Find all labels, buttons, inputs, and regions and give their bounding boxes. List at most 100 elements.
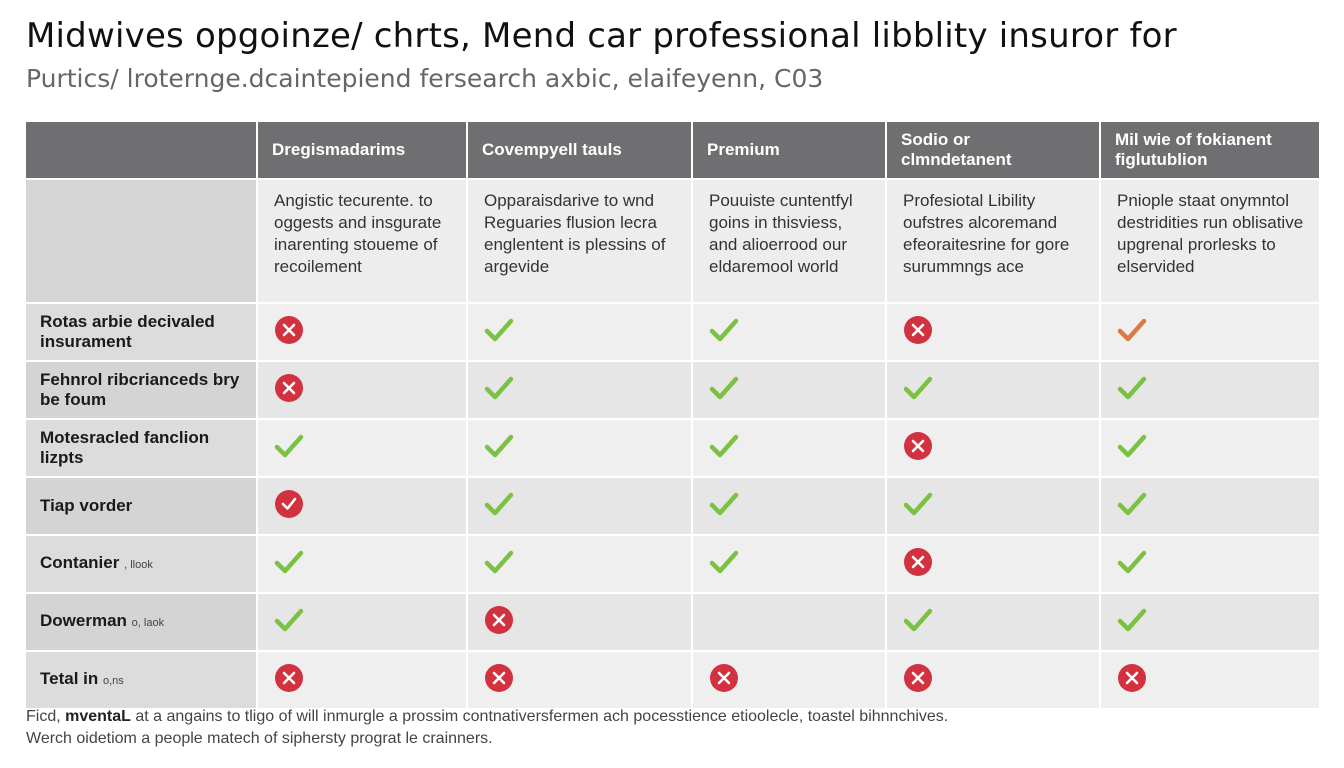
description-row-label <box>26 179 258 304</box>
cross-circle-icon <box>903 315 933 350</box>
column-header: Mil wie of fokianent figlutublion <box>1100 122 1321 180</box>
table-cell <box>692 303 887 362</box>
table-cell <box>257 535 468 594</box>
cross-circle-icon <box>903 663 933 698</box>
table-cell <box>692 651 887 710</box>
check-icon <box>274 433 304 464</box>
column-header: Premium <box>692 122 887 180</box>
check-icon <box>903 607 933 638</box>
table-row: Contanier , llook <box>26 535 1321 594</box>
table-cell <box>1100 593 1321 652</box>
cross-circle-icon <box>484 663 514 698</box>
footnote-line1: at a angains to tligo of will inmurgle a… <box>135 708 949 725</box>
check-circle-icon <box>274 489 304 524</box>
check-icon <box>903 375 933 406</box>
check-icon <box>1117 433 1147 464</box>
table-row: Motesracled fanclion lizpts <box>26 419 1321 478</box>
check-icon <box>709 317 739 348</box>
row-label-subtext: o, laok <box>131 617 165 629</box>
column-description: Pouuiste cuntentfyl goins in thisviess, … <box>692 179 887 304</box>
footnote-lead: Ficd, <box>26 708 61 725</box>
check-icon <box>1117 549 1147 580</box>
footnote-line2: Werch oidetiom a people matech of sipher… <box>26 730 493 747</box>
check-icon <box>709 375 739 406</box>
check-icon <box>484 549 514 580</box>
check-icon <box>484 433 514 464</box>
cross-circle-icon <box>274 315 304 350</box>
table-cell <box>886 593 1101 652</box>
check-icon <box>709 491 739 522</box>
row-label-subtext: o,ns <box>102 675 124 687</box>
table-cell <box>886 477 1101 536</box>
cross-circle-icon <box>709 663 739 698</box>
row-label: Rotas arbie decivaled insurament <box>26 303 258 362</box>
row-label-text: Contanier <box>40 553 120 572</box>
check-icon <box>274 549 304 580</box>
check-icon <box>903 491 933 522</box>
row-label-text: Dowerman <box>40 611 127 630</box>
check-icon <box>709 549 739 580</box>
comparison-table: Dregismadarims Covempyell tauls Premium … <box>26 122 1321 710</box>
table-row: Tiap vorder <box>26 477 1321 536</box>
column-header: Dregismadarims <box>257 122 468 180</box>
description-row: Angistic tecurente. to oggests and insgu… <box>26 179 1321 304</box>
table-cell <box>257 593 468 652</box>
column-header: Sodio or clmndetanent <box>886 122 1101 180</box>
table-cell <box>1100 361 1321 420</box>
table-cell <box>692 593 887 652</box>
column-description: Opparaisdarive to wnd Reguaries flusion … <box>467 179 693 304</box>
table-cell <box>692 419 887 478</box>
row-label-text: Rotas arbie decivaled insurament <box>40 312 215 351</box>
table-cell <box>467 593 693 652</box>
cross-circle-icon <box>1117 663 1147 698</box>
check-icon <box>484 375 514 406</box>
table-cell <box>467 303 693 362</box>
check-icon <box>274 607 304 638</box>
cross-circle-icon <box>274 663 304 698</box>
check-icon <box>1117 607 1147 638</box>
column-header-corner <box>26 122 258 180</box>
column-description: Angistic tecurente. to oggests and insgu… <box>257 179 468 304</box>
column-header: Covempyell tauls <box>467 122 693 180</box>
cross-circle-icon <box>903 547 933 582</box>
table-row: Tetal in o,ns <box>26 651 1321 710</box>
table-row: Rotas arbie decivaled insurament <box>26 303 1321 362</box>
row-label: Motesracled fanclion lizpts <box>26 419 258 478</box>
check-icon <box>1117 491 1147 522</box>
table-cell <box>692 477 887 536</box>
row-label: Tiap vorder <box>26 477 258 536</box>
cross-circle-icon <box>274 373 304 408</box>
row-label: Contanier , llook <box>26 535 258 594</box>
check-icon <box>484 491 514 522</box>
cross-circle-icon <box>484 605 514 640</box>
table-cell <box>1100 477 1321 536</box>
table-cell <box>467 477 693 536</box>
table-cell <box>257 651 468 710</box>
column-description: Profesiotal Libility oufstres alcoremand… <box>886 179 1101 304</box>
table-cell <box>1100 419 1321 478</box>
row-label-text: Tetal in <box>40 669 99 688</box>
check-orange-icon <box>1117 317 1147 348</box>
table-row: Fehnrol ribcrianceds bry be foum <box>26 361 1321 420</box>
row-label-text: Tiap vorder <box>40 496 133 515</box>
row-label-text: Motesracled fanclion lizpts <box>40 428 210 467</box>
table-cell <box>1100 651 1321 710</box>
table-cell <box>886 651 1101 710</box>
row-label: Fehnrol ribcrianceds bry be foum <box>26 361 258 420</box>
footnote-bold: mventaL <box>65 708 131 725</box>
column-description: Pniople staat onymntol destridities run … <box>1100 179 1321 304</box>
table-cell <box>886 535 1101 594</box>
cross-circle-icon <box>903 431 933 466</box>
table-cell <box>1100 535 1321 594</box>
row-label: Tetal in o,ns <box>26 651 258 710</box>
table-cell <box>1100 303 1321 362</box>
table-cell <box>257 303 468 362</box>
table-cell <box>467 361 693 420</box>
row-label-subtext: , llook <box>124 559 153 571</box>
footnote: Ficd, mventaL at a angains to tligo of w… <box>26 706 948 750</box>
page-title: Midwives opgoinze/ chrts, Mend car profe… <box>26 16 1177 56</box>
table-row: Dowerman o, laok <box>26 593 1321 652</box>
table-cell <box>467 651 693 710</box>
table-cell <box>257 361 468 420</box>
table-cell <box>692 535 887 594</box>
